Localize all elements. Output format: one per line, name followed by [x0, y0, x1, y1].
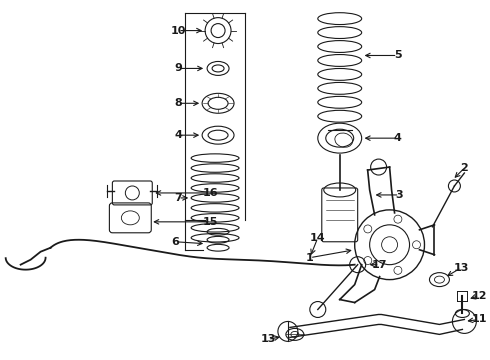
- Text: 1: 1: [306, 253, 314, 263]
- Text: 11: 11: [471, 314, 487, 324]
- Text: 4: 4: [174, 130, 182, 140]
- Text: 2: 2: [461, 163, 468, 173]
- Text: 13: 13: [260, 334, 275, 345]
- Text: 14: 14: [310, 233, 326, 243]
- Text: 4: 4: [393, 133, 401, 143]
- Text: 17: 17: [372, 260, 388, 270]
- Text: 16: 16: [202, 188, 218, 198]
- Text: 15: 15: [202, 217, 218, 227]
- Text: 3: 3: [396, 190, 403, 200]
- Text: 6: 6: [172, 237, 179, 247]
- Text: 5: 5: [394, 50, 401, 60]
- Text: 10: 10: [171, 26, 186, 36]
- Text: 13: 13: [454, 263, 469, 273]
- Text: 8: 8: [174, 98, 182, 108]
- Text: 7: 7: [174, 193, 182, 203]
- Text: 12: 12: [471, 291, 487, 301]
- Text: 9: 9: [174, 63, 182, 73]
